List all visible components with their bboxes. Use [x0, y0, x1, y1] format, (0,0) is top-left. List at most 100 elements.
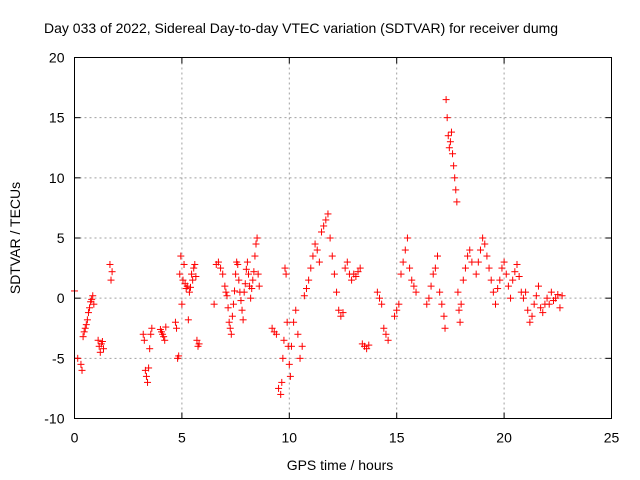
data-point: [178, 300, 186, 308]
x-tick-label: 20: [496, 430, 512, 446]
data-point: [476, 246, 484, 254]
data-point: [468, 258, 476, 266]
data-point: [423, 300, 431, 308]
data-point: [380, 324, 388, 332]
data-point: [287, 342, 295, 350]
data-point: [507, 294, 515, 302]
x-tick-label: 10: [282, 430, 298, 446]
data-point: [412, 288, 420, 296]
x-tick-label: 15: [389, 430, 405, 446]
data-point: [107, 276, 115, 284]
y-tick-label: 10: [49, 170, 65, 186]
data-point: [145, 364, 153, 372]
data-point: [139, 330, 147, 338]
data-point: [217, 264, 225, 272]
data-point: [534, 282, 542, 290]
data-point: [410, 282, 418, 290]
data-point: [162, 323, 170, 331]
data-point: [526, 318, 534, 326]
data-point: [311, 240, 319, 248]
data-point: [184, 316, 192, 324]
data-point: [106, 260, 114, 268]
data-point: [530, 300, 538, 308]
data-point: [539, 309, 547, 317]
data-point: [192, 273, 200, 281]
data-point: [173, 324, 181, 332]
data-point: [249, 276, 257, 284]
data-point: [348, 276, 356, 284]
data-point: [305, 276, 313, 284]
data-point: [279, 354, 287, 362]
data-point: [504, 282, 512, 290]
data-point: [457, 300, 465, 308]
data-point: [431, 264, 439, 272]
data-point: [248, 285, 256, 293]
data-point: [489, 288, 497, 296]
data-point: [177, 252, 185, 260]
data-point: [290, 318, 298, 326]
data-point: [219, 270, 227, 278]
data-point: [440, 312, 448, 320]
data-point: [146, 345, 154, 353]
data-point: [160, 333, 168, 341]
data-point: [326, 234, 334, 242]
data-point: [513, 260, 521, 268]
data-point: [242, 265, 250, 273]
data-point: [148, 324, 156, 332]
data-point: [90, 300, 98, 308]
y-tick-label: 20: [49, 50, 65, 66]
data-point: [210, 300, 218, 308]
data-point: [99, 345, 107, 353]
data-point: [356, 264, 364, 272]
data-point: [444, 132, 452, 140]
data-point: [382, 330, 390, 338]
data-point: [339, 309, 347, 317]
data-point: [190, 264, 198, 272]
data-point: [232, 270, 240, 278]
data-point: [88, 295, 96, 303]
data-point: [285, 360, 293, 368]
data-point: [253, 234, 261, 242]
data-point: [537, 304, 545, 312]
data-point: [241, 280, 249, 288]
data-point: [84, 309, 92, 317]
data-point: [464, 252, 472, 260]
data-point: [487, 276, 495, 284]
data-point: [395, 300, 403, 308]
data-point: [472, 270, 480, 278]
data-point: [543, 294, 551, 302]
data-point: [498, 264, 506, 272]
data-point: [94, 336, 102, 344]
data-point: [522, 288, 530, 296]
data-point: [229, 300, 237, 308]
data-point: [365, 341, 373, 349]
data-point: [171, 318, 179, 326]
data-point: [466, 246, 474, 254]
data-point: [343, 258, 351, 266]
data-point: [452, 186, 460, 194]
data-point: [552, 294, 560, 302]
data-point: [500, 258, 508, 266]
x-axis-label: GPS time / hours: [287, 457, 394, 473]
data-point: [333, 288, 341, 296]
data-point: [83, 316, 91, 324]
data-point: [189, 276, 197, 284]
data-point: [214, 258, 222, 266]
data-point: [89, 292, 97, 300]
data-point: [403, 234, 411, 242]
axis-ticks: 0 5 10 15 20 25 -10 -5 0 5 10 15 20: [44, 50, 619, 446]
data-point: [96, 348, 104, 356]
data-point: [494, 285, 502, 293]
data-point: [461, 264, 469, 272]
data-point: [188, 270, 196, 278]
data-point: [223, 292, 231, 300]
data-point: [318, 228, 326, 236]
data-point: [82, 321, 90, 329]
data-point: [144, 378, 152, 386]
data-point: [81, 324, 89, 332]
y-axis-label: SDTVAR / TECUs: [7, 182, 23, 294]
data-point: [183, 282, 191, 290]
data-point: [147, 330, 155, 338]
data-point: [384, 336, 392, 344]
data-point: [142, 372, 150, 380]
